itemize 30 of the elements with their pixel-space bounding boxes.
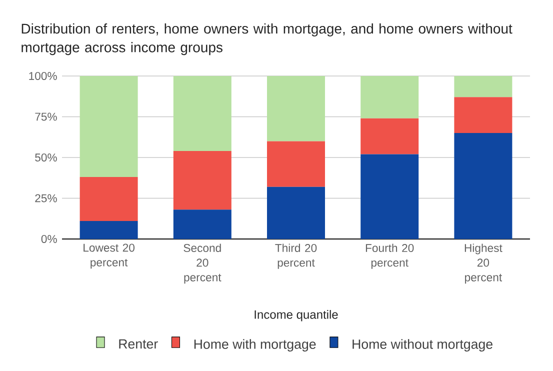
- bar: [360, 76, 419, 118]
- bar: [454, 76, 512, 98]
- bar: [454, 133, 512, 239]
- bar: [173, 150, 232, 210]
- x-tick-label: Highest 20 percent: [464, 244, 502, 284]
- bar: [267, 141, 325, 187]
- y-tick-label: 75%: [35, 112, 57, 121]
- bar: [173, 210, 232, 239]
- x-tick-label: Lowest 20 percent: [84, 244, 134, 269]
- bar: [360, 118, 419, 154]
- bar: [454, 97, 512, 134]
- y-tick-label: 100%: [29, 72, 57, 80]
- x-tick-label: Second 20 percent: [184, 244, 222, 284]
- y-tick-label: 50%: [35, 153, 57, 162]
- legend-label: Home with mortgage: [194, 339, 316, 352]
- bar: [360, 154, 419, 239]
- bar: [80, 221, 138, 239]
- legend-label: Home without mortgage: [352, 339, 492, 352]
- bar: [267, 186, 325, 239]
- y-tick-label: 0%: [41, 234, 57, 243]
- legend-label: Renter: [119, 339, 158, 349]
- bar: [80, 177, 138, 222]
- bar: [267, 76, 325, 142]
- x-tick-label: Third 20 percent: [275, 244, 317, 269]
- bar: [173, 76, 232, 151]
- x-axis-title: Income quantile: [254, 310, 338, 322]
- chart-title: Distribution of renters, home owners with mortgage, and home owners without mortgage across income groups: [22, 23, 512, 56]
- y-tick-label: 25%: [35, 194, 57, 202]
- bar: [80, 76, 138, 178]
- x-tick-label: Fourth 20 percent: [366, 244, 414, 269]
